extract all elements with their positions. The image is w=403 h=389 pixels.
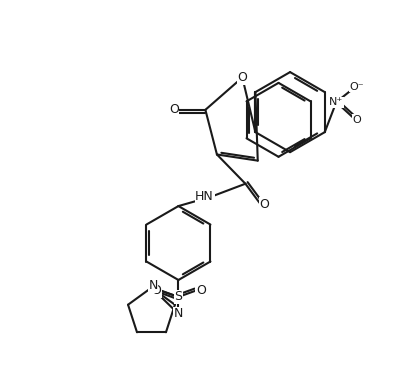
Text: N: N bbox=[174, 307, 183, 321]
Text: HN: HN bbox=[195, 190, 214, 203]
Text: O: O bbox=[196, 284, 206, 297]
Text: S: S bbox=[174, 291, 183, 303]
Text: O: O bbox=[169, 103, 179, 116]
Text: O: O bbox=[237, 71, 247, 84]
Text: O: O bbox=[353, 115, 361, 125]
Text: N: N bbox=[148, 279, 158, 292]
Text: N⁺: N⁺ bbox=[329, 97, 343, 107]
Text: O⁻: O⁻ bbox=[350, 82, 364, 92]
Text: O: O bbox=[260, 198, 270, 211]
Text: O: O bbox=[151, 284, 161, 297]
